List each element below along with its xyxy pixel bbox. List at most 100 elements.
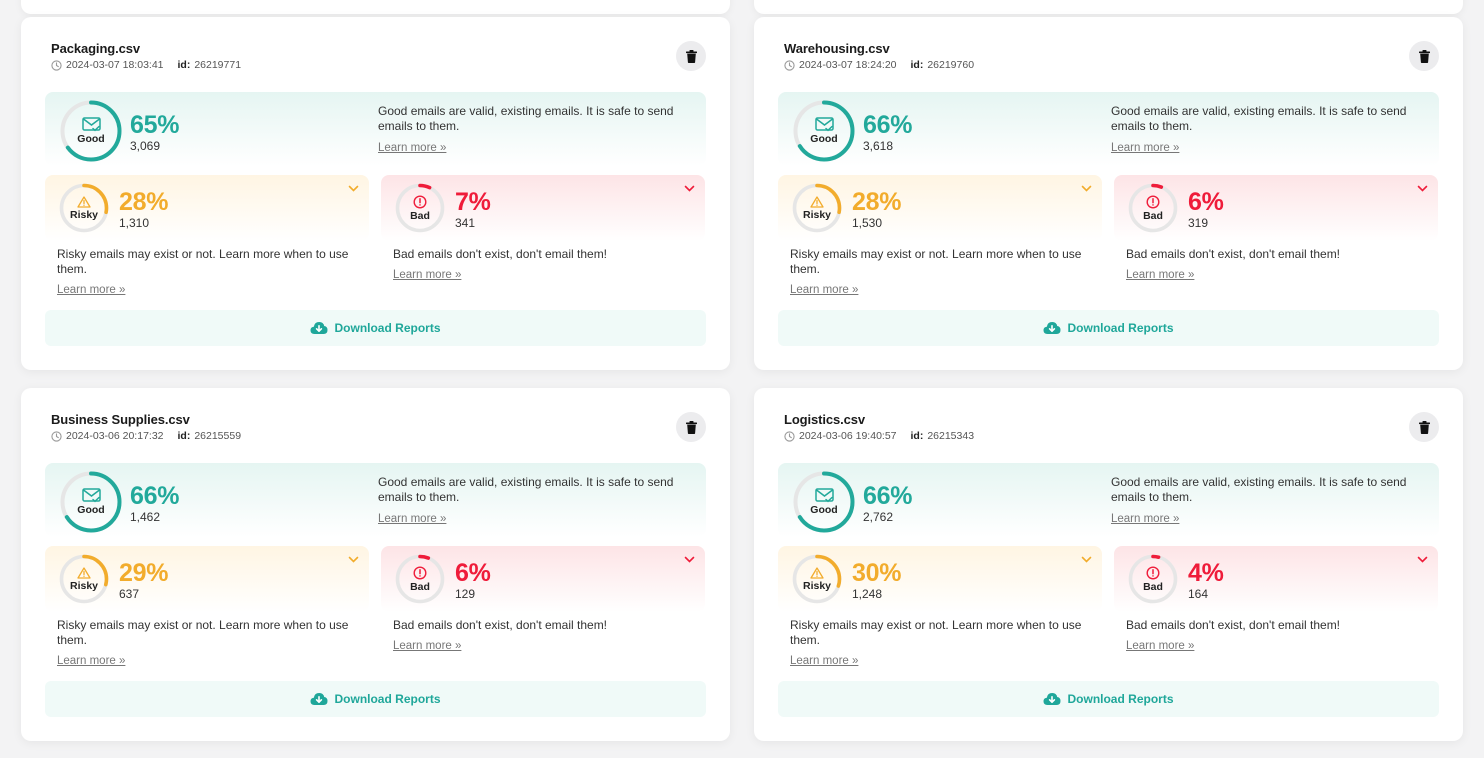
good-stat: 66% 1,462: [130, 483, 179, 524]
good-ring-chart: [60, 100, 122, 162]
bad-desc-text: Bad emails don't exist, don't email them…: [1126, 247, 1341, 261]
bad-ring: Bad: [395, 183, 445, 233]
risky-learn-more-link[interactable]: Learn more »: [790, 284, 859, 296]
risky-panel: Risky 28% 1,310: [45, 175, 369, 241]
good-percent: 65%: [130, 111, 180, 139]
risky-learn-more-link[interactable]: Learn more »: [790, 655, 859, 667]
good-stat: 65% 3,069: [130, 112, 179, 153]
good-desc-text: Good emails are valid, existing emails. …: [378, 104, 674, 133]
bad-count: 341: [455, 216, 476, 230]
trash-icon: [685, 49, 697, 63]
bad-panel: Bad 6% 319: [1114, 175, 1438, 241]
risky-count: 1,248: [852, 587, 883, 601]
file-name: Logistics.csv: [784, 412, 866, 427]
bad-description: Bad emails don't exist, don't email them…: [393, 247, 693, 283]
download-reports-label: Download Reports: [334, 321, 441, 335]
bad-learn-more-link[interactable]: Learn more »: [1126, 640, 1195, 652]
risky-percent: 28%: [119, 188, 169, 216]
bad-label: Bad: [410, 209, 430, 222]
risky-desc-text: Risky emails may exist or not. Learn mor…: [57, 247, 349, 276]
risky-description: Risky emails may exist or not. Learn mor…: [57, 247, 357, 298]
risky-panel: Risky 29% 637: [45, 546, 369, 612]
delete-button[interactable]: [676, 41, 706, 71]
upload-date: 2024-03-07 18:03:41: [66, 59, 164, 71]
download-reports-button[interactable]: Download Reports: [45, 681, 706, 717]
card-header: Warehousing.csv 2024-03-07 18:24:20 id: …: [784, 41, 974, 71]
good-percent: 66%: [130, 482, 180, 510]
bad-stat: 6% 129: [455, 560, 491, 601]
bad-stat: 6% 319: [1188, 189, 1224, 230]
alert-circle-icon: [413, 194, 427, 209]
risky-panel: Risky 30% 1,248: [778, 546, 1102, 612]
card-header: Logistics.csv 2024-03-06 19:40:57 id: 26…: [784, 412, 974, 442]
file-id: 26219771: [194, 59, 242, 71]
bad-ring: Bad: [1128, 183, 1178, 233]
trash-icon: [1418, 420, 1430, 434]
alert-circle-icon: [1146, 194, 1160, 209]
chevron-down-icon[interactable]: [348, 556, 359, 564]
good-learn-more-link[interactable]: Learn more »: [378, 513, 447, 525]
risky-ring: Risky: [59, 554, 109, 604]
chevron-down-icon[interactable]: [1417, 556, 1428, 564]
chevron-down-icon[interactable]: [348, 185, 359, 193]
file-meta: 2024-03-06 19:40:57 id: 26215343: [784, 430, 974, 442]
good-ring: Good: [793, 471, 855, 533]
risky-percent: 28%: [852, 188, 902, 216]
good-learn-more-link[interactable]: Learn more »: [378, 142, 447, 154]
warning-icon: [810, 195, 824, 208]
risky-desc-text: Risky emails may exist or not. Learn mor…: [790, 618, 1082, 647]
risky-ring-chart: [792, 554, 842, 604]
bad-panel: Bad 4% 164: [1114, 546, 1438, 612]
id-label: id:: [910, 430, 924, 442]
delete-button[interactable]: [1409, 41, 1439, 71]
good-panel: Good 66% 1,462 Good emails are valid, ex…: [45, 463, 706, 537]
upload-date: 2024-03-06 20:17:32: [66, 430, 164, 442]
bad-percent: 6%: [455, 559, 491, 587]
download-reports-label: Download Reports: [1067, 321, 1174, 335]
risky-ring: Risky: [792, 183, 842, 233]
chevron-down-icon[interactable]: [1081, 556, 1092, 564]
alert-circle-icon: [413, 565, 427, 580]
risky-learn-more-link[interactable]: Learn more »: [57, 655, 126, 667]
clock-icon: [51, 59, 62, 71]
bad-learn-more-link[interactable]: Learn more »: [393, 269, 462, 281]
cloud-download-icon: [1043, 693, 1061, 705]
good-description: Good emails are valid, existing emails. …: [378, 475, 698, 527]
risky-ring: Risky: [792, 554, 842, 604]
chevron-down-icon[interactable]: [1417, 185, 1428, 193]
chevron-down-icon[interactable]: [684, 556, 695, 564]
bad-learn-more-link[interactable]: Learn more »: [1126, 269, 1195, 281]
good-learn-more-link[interactable]: Learn more »: [1111, 142, 1180, 154]
bad-ring: Bad: [395, 554, 445, 604]
alert-circle-icon: [1146, 565, 1160, 580]
email-check-icon: [814, 488, 834, 503]
cloud-download-icon: [1043, 322, 1061, 334]
bad-learn-more-link[interactable]: Learn more »: [393, 640, 462, 652]
bad-count: 164: [1188, 587, 1209, 601]
download-reports-button[interactable]: Download Reports: [778, 681, 1439, 717]
download-reports-button[interactable]: Download Reports: [778, 310, 1439, 346]
good-learn-more-link[interactable]: Learn more »: [1111, 513, 1180, 525]
chevron-down-icon[interactable]: [684, 185, 695, 193]
card-header: Packaging.csv 2024-03-07 18:03:41 id: 26…: [51, 41, 241, 71]
chevron-down-icon[interactable]: [1081, 185, 1092, 193]
file-id: 26215343: [927, 430, 975, 442]
delete-button[interactable]: [1409, 412, 1439, 442]
risky-label: Risky: [802, 208, 832, 221]
risky-description: Risky emails may exist or not. Learn mor…: [790, 618, 1090, 669]
bad-ring-chart: [395, 183, 445, 233]
file-name: Warehousing.csv: [784, 41, 890, 56]
risky-learn-more-link[interactable]: Learn more »: [57, 284, 126, 296]
risky-percent: 29%: [119, 559, 169, 587]
bad-ring: Bad: [1128, 554, 1178, 604]
previous-card-edge: [21, 0, 730, 14]
id-label: id:: [910, 59, 924, 71]
bad-percent: 7%: [455, 188, 491, 216]
delete-button[interactable]: [676, 412, 706, 442]
download-reports-button[interactable]: Download Reports: [45, 310, 706, 346]
bad-description: Bad emails don't exist, don't email them…: [393, 618, 693, 654]
good-ring-chart: [793, 100, 855, 162]
warning-icon: [810, 566, 824, 579]
warning-icon: [77, 195, 91, 208]
risky-percent: 30%: [852, 559, 902, 587]
